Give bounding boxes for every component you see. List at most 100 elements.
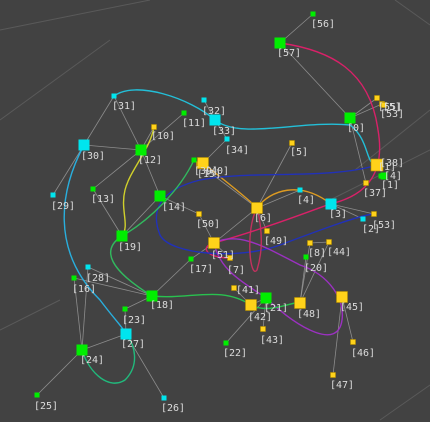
node-4[interactable] [297, 187, 303, 193]
node-7[interactable] [227, 255, 233, 261]
node-label-23: [23] [122, 315, 146, 326]
node-49[interactable] [264, 228, 270, 234]
edge-line [151, 258, 192, 297]
node-label-56: [56] [311, 19, 335, 30]
node-19[interactable] [116, 230, 128, 242]
node-29[interactable] [50, 192, 56, 198]
node-45[interactable] [336, 291, 348, 303]
node-8[interactable] [307, 240, 313, 246]
edge-line [299, 241, 330, 304]
node-label-14: [14] [162, 202, 186, 213]
edge-line [279, 42, 351, 119]
node-46[interactable] [350, 339, 356, 345]
edge-line [225, 297, 267, 344]
grid-line [394, 0, 430, 26]
node-24[interactable] [76, 344, 88, 356]
edge-line [83, 95, 115, 146]
node-label-53: [53] [372, 220, 396, 231]
node-23[interactable] [122, 306, 128, 312]
curve-link [155, 164, 378, 255]
node-32[interactable] [201, 97, 207, 103]
node-label-5: [5] [290, 147, 308, 158]
node-12[interactable] [135, 144, 147, 156]
node-55[interactable] [374, 95, 380, 101]
node-10[interactable] [151, 124, 157, 130]
node-48[interactable] [294, 297, 306, 309]
node-39[interactable] [191, 157, 197, 163]
node-53[interactable] [371, 211, 377, 217]
node-56[interactable] [310, 11, 316, 17]
node-28[interactable] [85, 264, 91, 270]
node-57[interactable] [274, 37, 286, 49]
node-0[interactable] [344, 112, 356, 124]
node-label-8: [8] [308, 248, 326, 259]
node-label-27: [27] [121, 339, 145, 350]
node-6[interactable] [251, 202, 263, 214]
node-42[interactable] [245, 299, 257, 311]
node-11[interactable] [181, 110, 187, 116]
node-33[interactable] [209, 114, 221, 126]
curve-link [213, 238, 344, 336]
node-40[interactable] [197, 157, 209, 169]
node-3[interactable] [325, 198, 337, 210]
node-label-1: [1] [381, 180, 399, 191]
node-5[interactable] [289, 140, 295, 146]
edge-line [330, 203, 375, 215]
node-17[interactable] [188, 256, 194, 262]
node-53b[interactable] [381, 102, 387, 108]
node-label-53b: [53] [380, 109, 404, 120]
node-labels: [0] [1] [2] [3] [4] [5] [6] [7] [8] [10] [11] [12] [… [34, 19, 404, 414]
node-13[interactable] [90, 186, 96, 192]
node-51[interactable] [208, 237, 220, 249]
edge-line [349, 117, 367, 184]
node-label-16: [16] [72, 284, 96, 295]
node-label-18: [18] [150, 300, 174, 311]
node-4b[interactable] [380, 172, 388, 180]
edge-line [299, 242, 311, 304]
grid-line [354, 109, 430, 171]
node-22[interactable] [223, 340, 229, 346]
node-label-13: [13] [91, 194, 115, 205]
curve-link [113, 89, 378, 166]
edge-lines [36, 13, 383, 399]
node-label-43: [43] [260, 335, 284, 346]
node-27[interactable] [120, 328, 132, 340]
node-label-12: [12] [138, 155, 162, 166]
node-34[interactable] [224, 136, 230, 142]
curve-link [121, 126, 155, 237]
edge-line [83, 144, 142, 151]
node-30[interactable] [78, 139, 90, 151]
node-44[interactable] [326, 239, 332, 245]
node-26[interactable] [161, 395, 167, 401]
node-1b[interactable] [370, 158, 384, 172]
node-label-47: [47] [330, 380, 354, 391]
grid-line [379, 384, 430, 421]
node-label-31: [31] [112, 101, 136, 112]
node-20[interactable] [303, 254, 309, 260]
edge-line [121, 195, 161, 237]
edge-line [81, 266, 89, 351]
node-18[interactable] [146, 290, 158, 302]
edge-line [36, 349, 83, 396]
node-label-21: [21] [264, 303, 288, 314]
node-41[interactable] [231, 285, 237, 291]
node-21[interactable] [260, 292, 272, 304]
node-label-49: [49] [264, 236, 288, 247]
node-16[interactable] [71, 275, 77, 281]
node-label-37: [37] [363, 188, 387, 199]
node-43[interactable] [260, 326, 266, 332]
node-37[interactable] [363, 180, 369, 186]
grid-line [0, 299, 61, 331]
node-label-50: [50] [196, 219, 220, 230]
node-label-25: [25] [34, 401, 58, 412]
node-47[interactable] [330, 372, 336, 378]
curve-link [63, 144, 127, 335]
node-25[interactable] [34, 392, 40, 398]
node-31[interactable] [111, 93, 117, 99]
node-50[interactable] [196, 211, 202, 217]
grid-line [0, 0, 151, 31]
node-2[interactable] [360, 216, 366, 222]
node-14[interactable] [154, 190, 166, 202]
